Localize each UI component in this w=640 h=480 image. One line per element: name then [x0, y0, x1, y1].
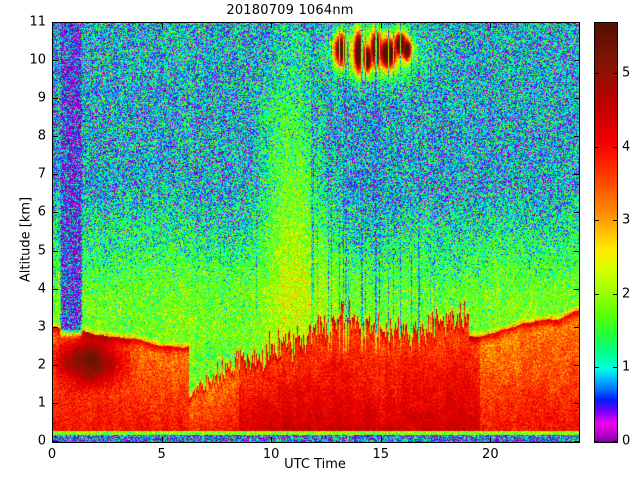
colorbar — [594, 22, 618, 443]
colorbar-tick-mark-right — [613, 294, 617, 295]
colorbar-tick-mark-right — [613, 367, 617, 368]
y-tick-mark-right — [574, 212, 579, 213]
colorbar-tick-label: 2 — [622, 286, 631, 302]
y-tick-mark — [53, 327, 58, 328]
colorbar-tick-mark — [595, 441, 599, 442]
x-tick-label: 0 — [47, 447, 57, 462]
y-tick-mark-right — [574, 174, 579, 175]
y-tick-mark-right — [574, 365, 579, 366]
colorbar-tick-label: 3 — [622, 212, 631, 228]
colorbar-tick-mark — [595, 147, 599, 148]
colorbar-tick-mark-right — [613, 73, 617, 74]
y-tick-mark-right — [574, 327, 579, 328]
x-tick-label: 20 — [482, 447, 499, 462]
y-tick-mark-right — [574, 136, 579, 137]
y-tick-label: 9 — [37, 90, 46, 106]
colorbar-tick-mark — [595, 294, 599, 295]
x-tick-mark-top — [271, 23, 272, 28]
y-tick-mark-right — [574, 289, 579, 290]
colorbar-tick-mark — [595, 73, 599, 74]
y-tick-mark — [53, 403, 58, 404]
y-tick-label: 11 — [29, 14, 46, 30]
y-tick-label: 6 — [37, 204, 46, 220]
colorbar-tick-label: 4 — [622, 139, 631, 155]
x-axis-label: UTC Time — [284, 457, 346, 472]
colorbar-tick-label: 5 — [622, 65, 631, 81]
y-tick-mark — [53, 289, 58, 290]
x-tick-mark — [271, 437, 272, 442]
y-tick-mark — [53, 251, 58, 252]
colorbar-tick-label: 1 — [622, 359, 631, 375]
x-tick-label: 5 — [157, 447, 166, 462]
colorbar-tick-label: 0 — [622, 433, 631, 449]
backscatter-heatmap — [53, 23, 579, 442]
y-tick-label: 1 — [37, 395, 46, 411]
y-tick-mark — [53, 22, 58, 23]
x-tick-mark-top — [381, 23, 382, 28]
y-tick-mark — [53, 98, 58, 99]
x-tick-mark-top — [162, 23, 163, 28]
y-tick-mark — [53, 136, 58, 137]
y-tick-mark-right — [574, 441, 579, 442]
colorbar-tick-mark — [595, 220, 599, 221]
y-tick-mark — [53, 174, 58, 175]
x-tick-mark — [162, 437, 163, 442]
x-tick-label: 15 — [372, 447, 390, 462]
y-tick-label: 4 — [37, 281, 46, 297]
y-tick-mark — [53, 441, 58, 442]
y-tick-mark-right — [574, 98, 579, 99]
y-tick-label: 2 — [37, 357, 46, 373]
y-tick-mark-right — [574, 403, 579, 404]
y-tick-mark — [53, 60, 58, 61]
x-tick-mark — [490, 437, 491, 442]
colorbar-tick-mark-right — [613, 147, 617, 148]
x-tick-mark — [52, 437, 53, 442]
x-tick-mark-top — [52, 23, 53, 28]
y-tick-label: 5 — [37, 243, 46, 259]
colorbar-tick-mark — [595, 367, 599, 368]
y-tick-label: 7 — [37, 166, 46, 182]
plot-area — [52, 22, 580, 443]
y-tick-label: 3 — [37, 319, 46, 335]
colorbar-tick-mark-right — [613, 220, 617, 221]
plot-title: 20180709 1064nm — [226, 3, 354, 18]
x-tick-mark — [381, 437, 382, 442]
y-tick-label: 0 — [37, 433, 46, 449]
y-tick-label: 8 — [37, 128, 46, 144]
colorbar-gradient — [595, 23, 617, 442]
y-tick-label: 10 — [29, 52, 46, 68]
colorbar-tick-mark-right — [613, 441, 617, 442]
x-tick-mark-top — [490, 23, 491, 28]
y-tick-mark-right — [574, 22, 579, 23]
y-tick-mark — [53, 365, 58, 366]
x-tick-label: 10 — [262, 447, 280, 462]
y-tick-mark — [53, 212, 58, 213]
y-tick-mark-right — [574, 251, 579, 252]
y-tick-mark-right — [574, 60, 579, 61]
